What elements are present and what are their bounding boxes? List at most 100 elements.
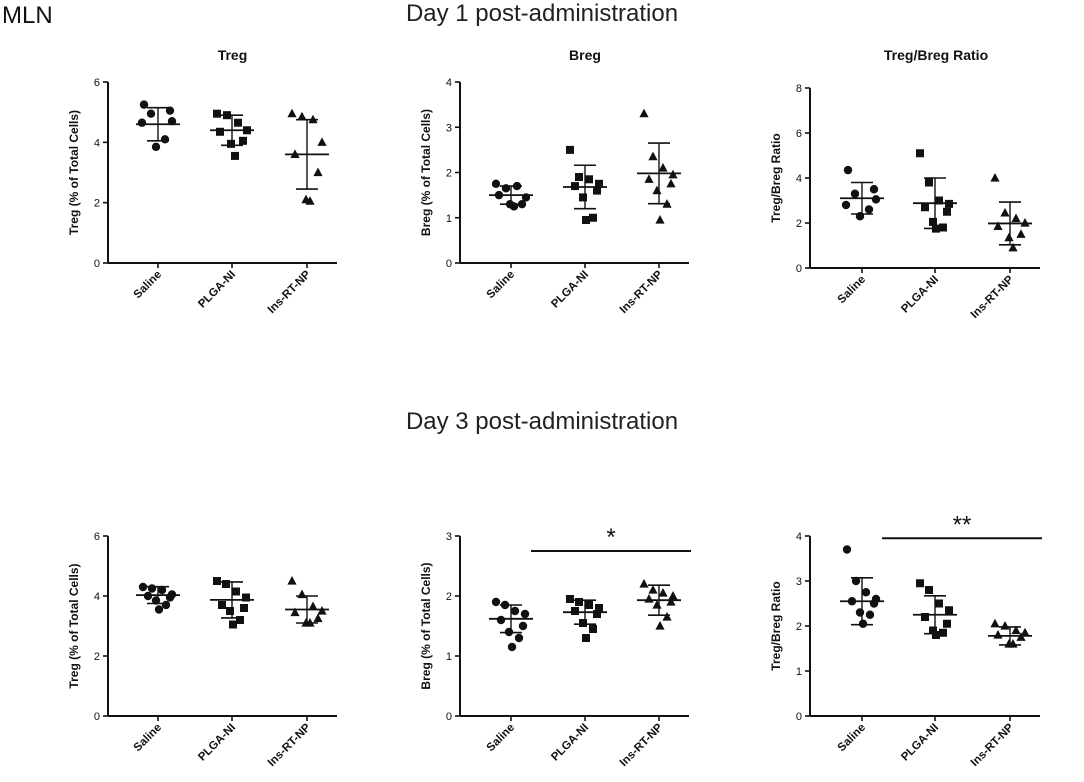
data-point [213, 109, 221, 118]
data-point [579, 193, 587, 202]
data-point [1011, 213, 1021, 223]
data-point [648, 585, 658, 594]
data-point [566, 145, 574, 154]
y-tick-label: 2 [796, 218, 802, 230]
data-point [921, 203, 929, 212]
y-tick-label: 6 [796, 128, 802, 140]
data-point [855, 608, 865, 617]
data-point [668, 591, 678, 600]
data-point [990, 173, 1000, 182]
y-tick-label: 2 [94, 651, 100, 663]
data-point [589, 213, 597, 222]
x-tick-label: PLGA-NI [549, 269, 591, 311]
y-tick-label: 8 [796, 83, 802, 95]
data-point [167, 117, 177, 126]
data-point [841, 200, 851, 210]
data-point [993, 221, 1003, 230]
data-point [990, 618, 1000, 628]
figure-corner-label: MLN [2, 2, 53, 29]
y-tick-label: 3 [446, 122, 452, 134]
data-point [652, 185, 662, 195]
data-point [491, 179, 501, 189]
chart-title: Treg [218, 47, 248, 63]
chart-title: Breg [569, 47, 601, 63]
data-point [297, 589, 307, 599]
data-point [147, 584, 157, 593]
data-point [305, 196, 315, 205]
data-point [916, 579, 924, 588]
data-point [232, 587, 240, 596]
data-point [652, 600, 662, 609]
x-tick-label: Saline [132, 269, 164, 301]
data-point [925, 586, 933, 594]
x-tick-label: Ins-RT-NP [969, 273, 1017, 321]
chart-panel-d1-breg: 0 1 2 3 4 Breg (% of Total Cells) Breg Saline PL… [419, 47, 689, 316]
data-point [639, 579, 649, 588]
data-point [593, 610, 601, 618]
data-point [939, 223, 947, 232]
data-point [842, 545, 852, 554]
data-point [585, 601, 593, 609]
y-tick-label: 0 [94, 711, 100, 723]
data-point [287, 108, 297, 118]
data-point [234, 118, 242, 127]
data-point [1008, 242, 1018, 252]
x-tick-label: PLGA-NI [549, 722, 591, 764]
x-tick-label: Saline [485, 269, 517, 301]
data-point [154, 605, 164, 614]
data-point [308, 601, 318, 611]
chart-panel-d3-ratio: 0 1 2 3 4 Treg/Breg Ratio Saline PLGA-NI Ins-RT-… [769, 511, 1042, 769]
y-tick-label: 4 [94, 137, 100, 149]
data-point [290, 607, 300, 617]
data-point [943, 619, 951, 628]
data-point [213, 577, 221, 585]
y-tick-label: 3 [796, 576, 802, 588]
day3-heading: Day 3 post-administration [405, 408, 679, 435]
data-point [993, 630, 1003, 639]
data-point [236, 616, 244, 624]
data-point [143, 591, 153, 601]
data-point [313, 167, 323, 177]
y-tick-label: 2 [796, 621, 802, 633]
data-point [858, 619, 868, 628]
data-point [945, 606, 953, 615]
y-tick-label: 4 [796, 173, 802, 185]
data-point [575, 173, 583, 182]
x-tick-label: Ins-RT-NP [266, 268, 314, 316]
data-point [226, 607, 234, 615]
chart-title: Treg/Breg Ratio [884, 47, 988, 63]
y-tick-label: 0 [796, 263, 802, 275]
data-point [216, 127, 224, 136]
data-point [146, 109, 156, 118]
data-point [935, 196, 943, 205]
chart-panel-d1-ratio: 0 2 4 6 8 Treg/Breg Ratio Treg/Breg Ratio Salin… [769, 47, 1040, 321]
x-tick-label: Ins-RT-NP [266, 721, 314, 769]
data-point [939, 628, 947, 637]
data-point [507, 642, 517, 652]
data-point [582, 216, 590, 225]
data-point [510, 606, 520, 616]
data-point [925, 178, 933, 187]
y-tick-label: 4 [94, 591, 100, 603]
y-axis-label: Treg (% of Total Cells) [67, 110, 81, 235]
data-point [231, 151, 239, 160]
y-tick-label: 1 [796, 666, 802, 678]
significance-label: * [606, 524, 615, 551]
data-point [229, 620, 237, 629]
data-point [139, 100, 149, 109]
x-tick-label: Saline [836, 722, 868, 754]
y-axis-label: Breg (% of Total Cells) [419, 562, 433, 689]
data-point [1020, 218, 1030, 227]
y-tick-label: 6 [94, 531, 100, 543]
data-point [161, 600, 171, 610]
y-tick-label: 1 [446, 651, 452, 663]
data-point [1004, 232, 1014, 242]
y-tick-label: 3 [446, 531, 452, 543]
data-point [138, 582, 148, 592]
data-point [589, 625, 597, 633]
data-point [929, 626, 937, 635]
data-point [595, 604, 603, 612]
data-point [579, 619, 587, 627]
data-point [165, 106, 175, 115]
